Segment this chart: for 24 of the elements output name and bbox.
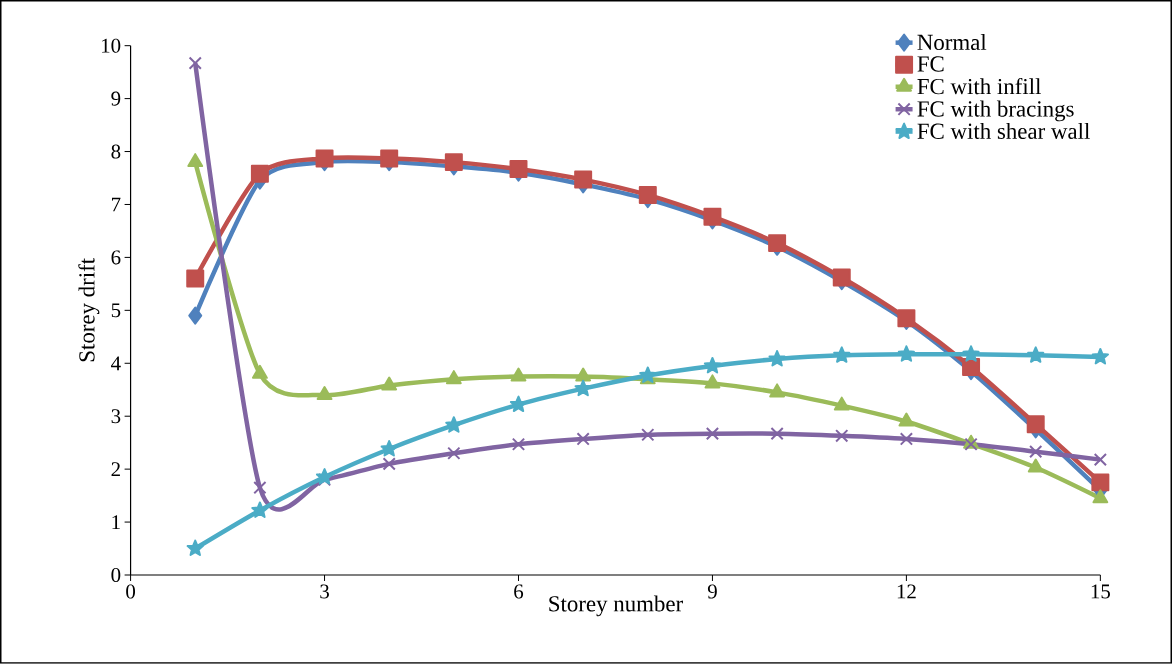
y-tick-label: 4 (111, 356, 121, 371)
y-axis-title: Storey drift (78, 258, 100, 362)
y-tick-label: 5 (111, 303, 121, 318)
x-tick-label: 3 (320, 584, 329, 599)
y-tick-label: 0 (111, 568, 121, 583)
y-tick-label: 10 (102, 38, 121, 53)
x-tick-label: 9 (707, 584, 717, 599)
y-tick-label: 2 (111, 462, 120, 477)
y-tick-label: 1 (112, 515, 120, 530)
y-tick-label: 7 (112, 197, 121, 212)
legend-label: Normal (917, 34, 987, 51)
x-tick-label: 6 (514, 584, 524, 599)
legend-label: FC (917, 56, 944, 72)
y-tick-label: 9 (111, 91, 121, 106)
x-tick-label: 0 (126, 584, 136, 599)
legend-label: FC with bracings (917, 100, 1074, 122)
legend-label: FC with shear wall (917, 123, 1090, 140)
y-tick-label: 3 (111, 409, 121, 424)
legend-label: FC with infill (917, 78, 1041, 95)
x-tick-label: 15 (1091, 584, 1110, 599)
x-axis-title: Storey number (549, 595, 683, 617)
y-tick-label: 6 (111, 250, 121, 265)
y-tick-label: 8 (111, 144, 121, 159)
x-tick-label: 12 (897, 584, 916, 599)
